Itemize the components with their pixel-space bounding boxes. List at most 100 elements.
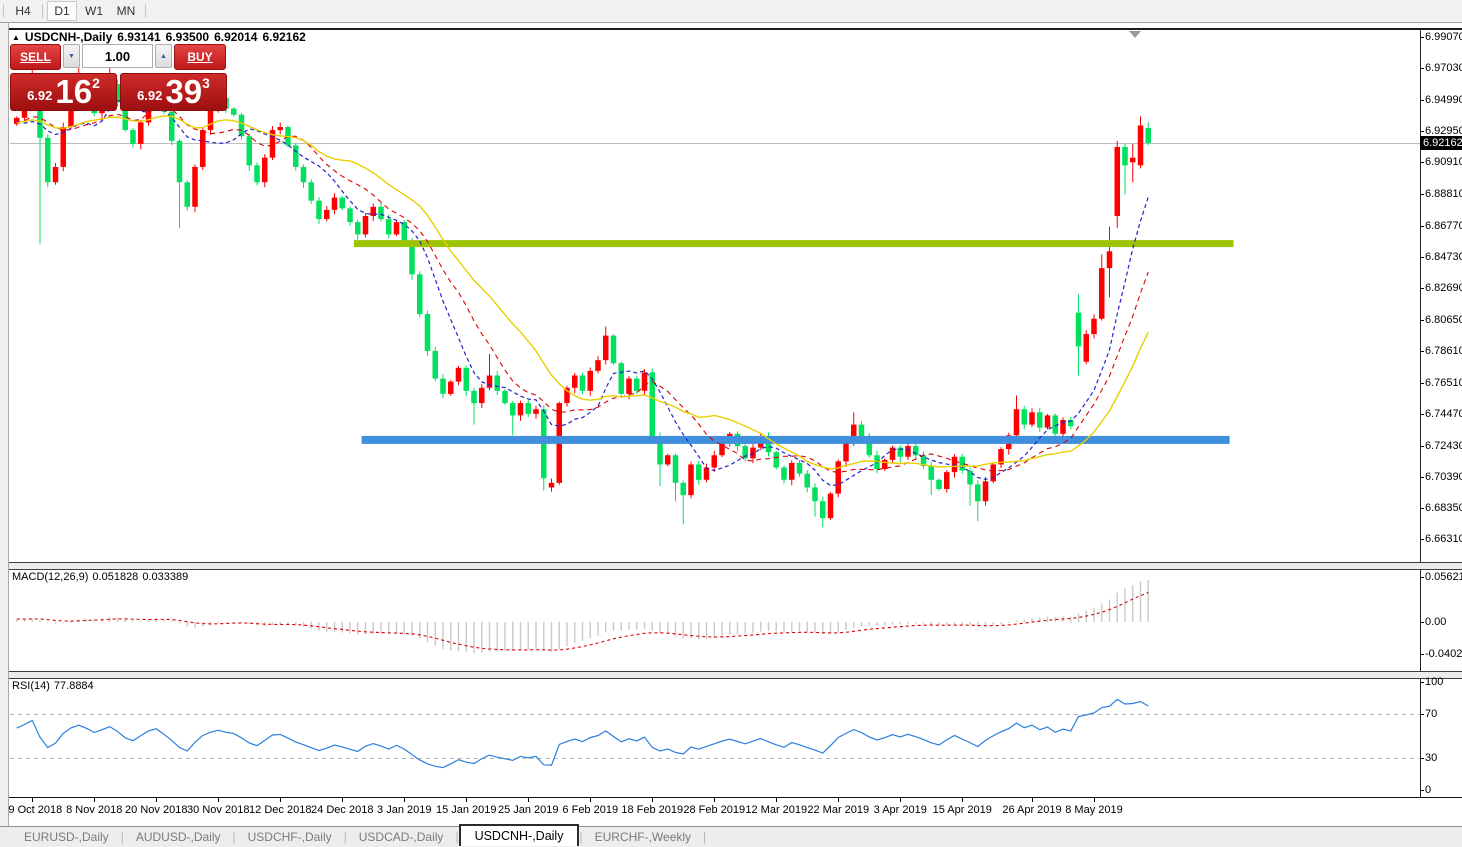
price-tick-label: 6.74470 (1425, 408, 1462, 421)
timeframe-button-h4[interactable]: H4 (15, 4, 31, 18)
macd-tick-label: 0.056211 (1425, 571, 1462, 584)
buy-price-pipette: 3 (202, 75, 210, 91)
timeframe-toolbar: H4 D1 W1 MN (0, 0, 1462, 23)
date-tick-label: 8 Nov 2018 (66, 804, 123, 816)
volume-input[interactable] (82, 44, 153, 68)
volume-decrease-button[interactable]: ▼ (63, 44, 80, 68)
date-tick-label: 3 Jan 2019 (377, 804, 432, 816)
rsi-value: 77.8884 (53, 680, 94, 692)
toolbar-separator (145, 4, 146, 18)
price-tick-label: 6.97030 (1425, 62, 1462, 75)
timeframe-button-mn[interactable]: MN (116, 4, 136, 18)
price-tick-label: 6.70390 (1425, 470, 1462, 483)
date-tick-label: 29 Oct 2018 (2, 804, 63, 816)
current-price-tag: 6.92162 (1420, 136, 1462, 150)
date-tick-label: 12 Mar 2019 (745, 804, 808, 816)
volume-increase-button[interactable]: ▲ (155, 44, 172, 68)
rsi-tick-label: 100 (1425, 676, 1444, 688)
macd-main-value: 0.051828 (92, 571, 139, 583)
date-tick-label: 6 Feb 2019 (562, 804, 619, 816)
date-tick-label: 24 Dec 2018 (311, 804, 374, 816)
rsi-tick-label: 70 (1425, 708, 1438, 721)
chevron-up-icon: ▲ (160, 52, 167, 60)
price-tick-label: 6.86770 (1425, 219, 1462, 232)
tab-separator: | (120, 830, 124, 844)
buy-button[interactable]: BUY (174, 44, 226, 70)
price-tick-label: 6.84730 (1425, 250, 1462, 263)
rsi-tick-label: 0 (1425, 784, 1432, 796)
symbol-tab-eurchf[interactable]: EURCHF-,Weekly (594, 830, 692, 844)
rsi-tick-label: 30 (1425, 751, 1438, 764)
sell-price-prefix: 6.92 (27, 88, 53, 103)
timeframe-button-w1[interactable]: W1 (85, 4, 103, 18)
date-tick-label: 20 Nov 2018 (125, 804, 188, 816)
one-click-trading-panel: SELL ▼ ▲ BUY 6.92 16 2 6.92 39 3 (10, 44, 227, 111)
tab-separator: | (703, 830, 707, 844)
tab-separator: | (455, 830, 459, 844)
symbol-tab-usdchf[interactable]: USDCHF-,Daily (247, 830, 332, 844)
chart-symbol-label: USDCNH-,Daily (24, 30, 113, 44)
price-tick-label: 6.72430 (1425, 439, 1462, 452)
price-tick-label: 6.76510 (1425, 377, 1462, 389)
chart-title: ▲ USDCNH-,Daily 6.93141 6.93500 6.92014 6.921… (12, 30, 311, 44)
date-tick-label: 15 Jan 2019 (435, 804, 497, 816)
tab-separator: | (579, 830, 583, 844)
price-tick-label: 6.78610 (1425, 344, 1462, 357)
trade-panel-prices: 6.92 16 2 6.92 39 3 (10, 73, 227, 111)
symbol-tab-usdcnh[interactable]: USDCNH-,Daily (458, 823, 580, 846)
chevron-down-icon: ▼ (68, 52, 75, 60)
symbol-tab-eurusd[interactable]: EURUSD-,Daily (24, 830, 109, 844)
tab-separator: | (343, 830, 347, 844)
window-left-gutter (0, 23, 9, 847)
time-axis-border (8, 797, 1462, 798)
price-tick-label: 6.80650 (1425, 313, 1462, 326)
price-tick-label: 6.94990 (1425, 93, 1462, 106)
toolbar-separator (42, 4, 43, 18)
ohlc-close: 6.92162 (262, 30, 306, 44)
price-tick-label: 6.66310 (1425, 533, 1462, 546)
buy-price-tile[interactable]: 6.92 39 3 (120, 73, 227, 111)
macd-indicator-label: MACD(12,26,9) 0.051828 0.033389 (12, 571, 189, 583)
price-tick-label: 6.90910 (1425, 156, 1462, 169)
chart-shift-marker-icon[interactable] (1129, 31, 1141, 38)
date-tick-label: 30 Nov 2018 (187, 804, 250, 816)
date-tick-label: 26 Apr 2019 (1002, 804, 1062, 816)
symbol-tab-bar: EURUSD-,Daily | AUDUSD-,Daily | USDCHF-,Dail… (0, 823, 1462, 847)
date-tick-label: 3 Apr 2019 (873, 804, 927, 816)
macd-rsi-splitter[interactable] (8, 671, 1462, 679)
sell-button[interactable]: SELL (10, 44, 61, 70)
date-tick-label: 8 May 2019 (1065, 804, 1123, 816)
date-tick-label: 12 Dec 2018 (249, 804, 312, 816)
date-tick-label: 25 Jan 2019 (497, 804, 559, 816)
buy-price-big: 39 (165, 73, 203, 110)
chart-macd-splitter[interactable] (8, 562, 1462, 570)
date-tick-label: 22 Mar 2019 (807, 804, 870, 816)
symbol-tab-usdcad[interactable]: USDCAD-,Daily (358, 830, 444, 844)
price-tick-label: 6.68350 (1425, 502, 1462, 515)
rsi-indicator-label: RSI(14) 77.8884 (12, 680, 94, 692)
ohlc-low: 6.92014 (214, 30, 258, 44)
date-tick-label: 28 Feb 2019 (683, 804, 746, 816)
buy-price-prefix: 6.92 (137, 88, 163, 103)
price-tick-label: 6.99070 (1425, 31, 1462, 43)
chart-window-top-border (8, 28, 1462, 30)
sell-price-pipette: 2 (92, 75, 100, 91)
macd-tick-label: -0.040218 (1425, 648, 1462, 661)
price-tick-label: 6.82690 (1425, 282, 1462, 295)
tab-separator: | (232, 830, 236, 844)
subwindow-collapse-icon[interactable]: ▲ (12, 33, 20, 42)
price-tick-label: 6.88810 (1425, 188, 1462, 201)
macd-tick-label: 0.00 (1425, 616, 1447, 628)
price-tick-label: 6.92950 (1425, 124, 1462, 137)
sell-price-tile[interactable]: 6.92 16 2 (10, 73, 117, 111)
symbol-tab-audusd[interactable]: AUDUSD-,Daily (135, 830, 221, 844)
date-tick-label: 15 Apr 2019 (932, 804, 992, 816)
macd-signal-value: 0.033389 (142, 571, 189, 583)
ohlc-open: 6.93141 (117, 30, 161, 44)
sell-price-big: 16 (55, 73, 93, 110)
timeframe-button-d1[interactable]: D1 (47, 1, 77, 21)
ohlc-high: 6.93500 (165, 30, 210, 44)
price-axis-divider (1420, 29, 1421, 797)
